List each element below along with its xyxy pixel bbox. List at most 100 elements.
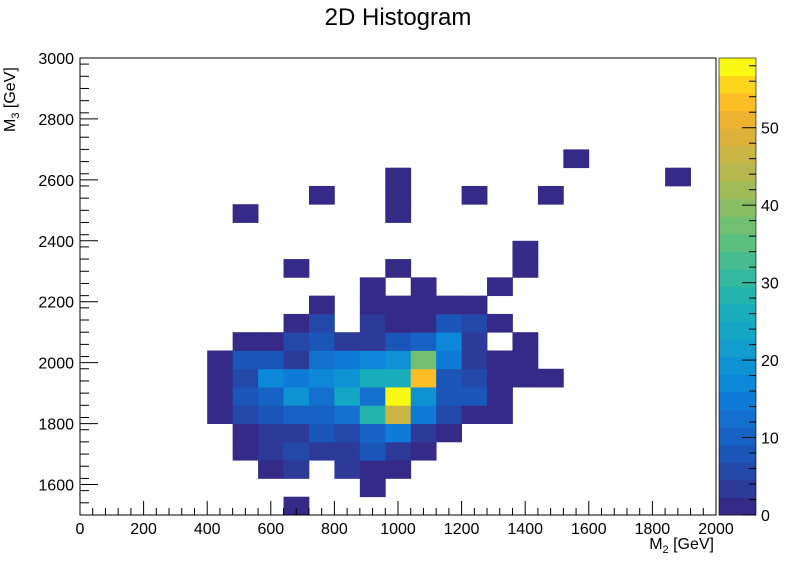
histogram-cell (283, 405, 310, 424)
histogram-cell (334, 350, 361, 370)
histogram-cell (410, 295, 437, 315)
histogram-cell (207, 405, 234, 424)
x-tick-label: 1200 (444, 521, 480, 538)
x-tick-label: 800 (321, 521, 348, 538)
histogram-cell (461, 185, 488, 205)
histogram-cell (563, 149, 590, 169)
x-tick-label: 2000 (698, 521, 734, 538)
histogram-cell (359, 313, 386, 333)
x-tick-label: 1000 (380, 521, 416, 538)
histogram-cell (258, 387, 284, 406)
histogram-cell (436, 350, 462, 370)
histogram-cell (512, 259, 539, 278)
histogram-cell (385, 441, 412, 461)
histogram-cell (385, 332, 412, 351)
histogram-cell (436, 295, 462, 315)
palette-band (719, 444, 756, 463)
histogram-cell (258, 368, 284, 388)
histogram-cell (410, 368, 437, 388)
palette-band (719, 339, 756, 358)
histogram-cell (283, 423, 310, 443)
palette-band (719, 216, 756, 235)
histogram-cell (308, 295, 335, 315)
histogram-cell (308, 332, 335, 351)
palette-band (719, 321, 756, 340)
histogram-cell (461, 350, 488, 370)
histogram-cell (487, 387, 513, 406)
palette-band (719, 356, 756, 375)
palette-band (719, 181, 756, 200)
x-tick-label: 1600 (571, 521, 607, 538)
histogram-cell (283, 496, 310, 516)
palette-band (719, 304, 756, 323)
histogram-cell (258, 423, 284, 443)
histogram-cell (283, 350, 310, 370)
y-tick-label: 3000 (38, 51, 74, 68)
histogram-cell (308, 185, 335, 205)
palette-band (719, 163, 756, 182)
histogram-cell (385, 204, 412, 223)
histogram-cell (436, 313, 462, 333)
histogram-cell (308, 350, 335, 370)
histogram-cell (359, 350, 386, 370)
histogram-cell (258, 441, 284, 461)
palette-tick-label: 40 (761, 198, 779, 215)
histogram-cell (385, 368, 412, 388)
x-tick-label: 1800 (635, 521, 671, 538)
palette-band (719, 374, 756, 393)
palette-band (719, 462, 756, 481)
chart-title: 2D Histogram (324, 4, 472, 31)
x-tick-label: 600 (257, 521, 284, 538)
histogram-cell (512, 332, 539, 351)
histogram-cell (359, 441, 386, 461)
histogram-cell (283, 313, 310, 333)
histogram-cell (232, 441, 259, 461)
palette-tick-label: 30 (761, 276, 779, 293)
x-axis-label: M2 [GeV] (649, 536, 714, 557)
histogram-cell (359, 368, 386, 388)
palette-band (719, 427, 756, 446)
histogram-cell (436, 332, 462, 351)
histogram-cell (410, 313, 437, 333)
histogram-cell (410, 350, 437, 370)
histogram-cell (308, 368, 335, 388)
y-tick-label: 2800 (38, 112, 74, 129)
palette-border (718, 57, 757, 516)
histogram-cell (207, 387, 234, 406)
palette-band (719, 198, 756, 217)
histogram-cell (308, 441, 335, 461)
histogram-cell (334, 368, 361, 388)
palette-band (719, 58, 756, 76)
histogram-cell (385, 185, 412, 205)
histogram-cell (410, 387, 437, 406)
histogram-cell (359, 387, 386, 406)
palette-band (719, 93, 756, 112)
histogram-cell (385, 259, 412, 278)
x-tick-label: 1400 (507, 521, 543, 538)
histogram-cell (334, 332, 361, 351)
x-tick-label: 200 (130, 521, 157, 538)
histogram-cell (461, 368, 488, 388)
histogram-cell (258, 332, 284, 351)
histogram-cell (359, 295, 386, 315)
histogram-cell (258, 350, 284, 370)
y-tick-label: 2000 (38, 356, 74, 373)
y-axis-label: M3 [GeV] (2, 67, 23, 132)
histogram-cell (359, 478, 386, 498)
histogram-cell (461, 387, 488, 406)
x-tick-label: 0 (76, 521, 85, 538)
color-palette: 0 10 20 30 40 50 (718, 57, 779, 525)
histogram-cell (232, 423, 259, 443)
palette-tick-label: 20 (761, 353, 779, 370)
histogram-cell (232, 368, 259, 388)
histogram-cell (436, 423, 462, 443)
histogram-cell (512, 350, 539, 370)
palette-band (719, 409, 756, 428)
histogram-cell (359, 405, 386, 424)
histogram-cell (461, 313, 488, 333)
palette-band (719, 251, 756, 270)
histogram-cell (436, 387, 462, 406)
histogram-cell (436, 368, 462, 388)
histogram-cell (410, 277, 437, 297)
